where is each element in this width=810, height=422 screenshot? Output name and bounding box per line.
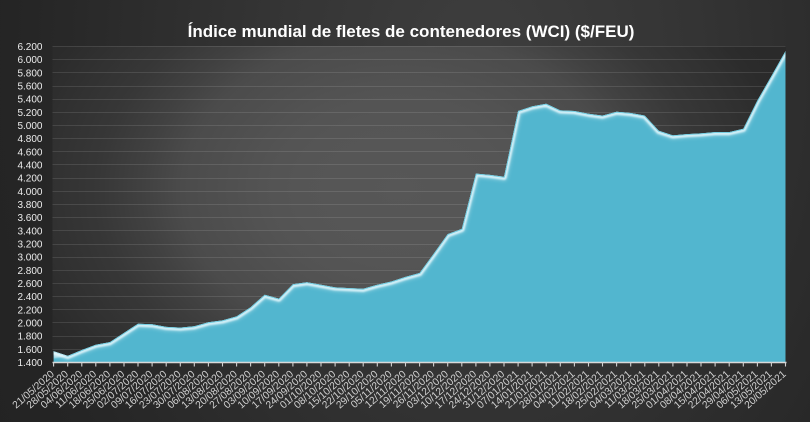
svg-text:3.400: 3.400 [17, 226, 42, 237]
svg-text:4.800: 4.800 [17, 134, 42, 145]
svg-text:3.600: 3.600 [17, 213, 42, 224]
svg-text:5.400: 5.400 [17, 95, 42, 106]
svg-text:5.800: 5.800 [17, 68, 42, 79]
svg-text:2.000: 2.000 [17, 319, 42, 330]
svg-text:2.400: 2.400 [17, 292, 42, 303]
svg-text:6.200: 6.200 [17, 42, 42, 53]
svg-text:3.000: 3.000 [17, 253, 42, 264]
svg-text:4.200: 4.200 [17, 174, 42, 185]
svg-text:5.000: 5.000 [17, 121, 42, 132]
svg-text:4.000: 4.000 [17, 187, 42, 198]
svg-text:4.400: 4.400 [17, 161, 42, 172]
svg-text:2.200: 2.200 [17, 305, 42, 316]
svg-text:5.200: 5.200 [17, 108, 42, 119]
svg-text:Índice mundial de fletes de co: Índice mundial de fletes de contenedores… [188, 22, 635, 41]
svg-text:1.600: 1.600 [17, 345, 42, 356]
svg-text:6.000: 6.000 [17, 55, 42, 66]
svg-text:1.800: 1.800 [17, 332, 42, 343]
svg-text:1.400: 1.400 [17, 358, 42, 369]
svg-text:3.800: 3.800 [17, 200, 42, 211]
svg-text:4.600: 4.600 [17, 147, 42, 158]
svg-text:2.800: 2.800 [17, 266, 42, 277]
svg-text:5.600: 5.600 [17, 82, 42, 93]
svg-text:3.200: 3.200 [17, 240, 42, 251]
svg-text:2.600: 2.600 [17, 279, 42, 290]
